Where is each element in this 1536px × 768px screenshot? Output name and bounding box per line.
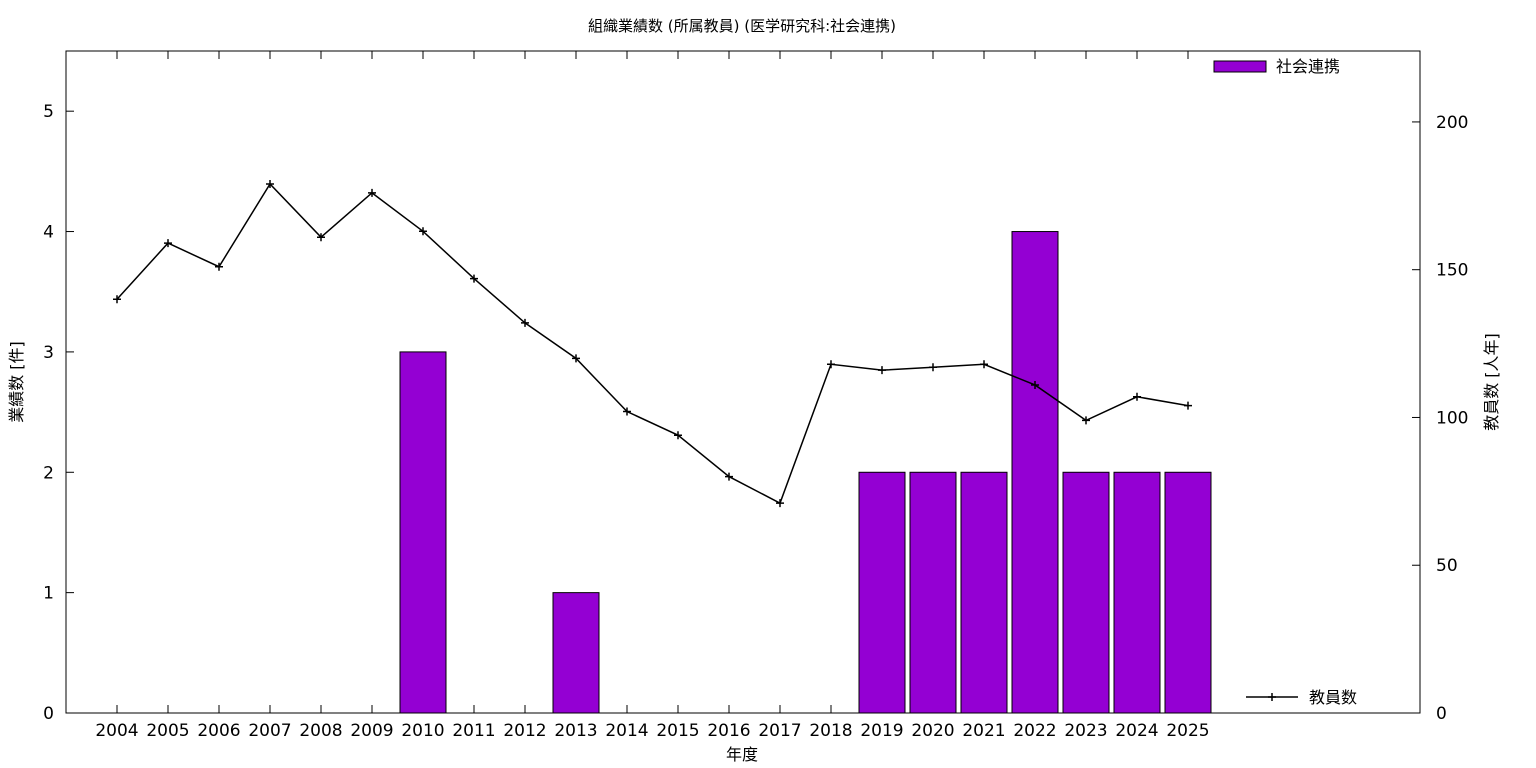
line-point	[623, 407, 631, 416]
x-tick-label: 2022	[1013, 721, 1056, 741]
line-point	[878, 366, 886, 375]
bar	[1164, 471, 1212, 714]
bar-series	[399, 231, 1212, 714]
legend-bar-swatch	[1213, 60, 1267, 73]
line-point	[419, 227, 427, 236]
x-tick-label: 2024	[1115, 721, 1158, 741]
line-point	[980, 360, 988, 369]
legend-line-label: 教員数	[1309, 688, 1357, 707]
x-tick-label: 2005	[146, 721, 189, 741]
y-tick-label: 2	[43, 463, 54, 483]
bar	[858, 471, 906, 714]
x-tick-label: 2018	[809, 721, 852, 741]
x-tick-label: 2013	[554, 721, 597, 741]
x-tick-label: 2011	[452, 721, 495, 741]
y2-tick-label: 100	[1436, 408, 1468, 428]
y-tick-label: 3	[43, 343, 54, 363]
bar	[1062, 471, 1110, 714]
line-point	[1082, 416, 1090, 425]
y2-tick-label: 200	[1436, 113, 1468, 133]
line-point	[470, 274, 478, 283]
x-tick-label: 2025	[1166, 721, 1209, 741]
x-tick-label: 2008	[299, 721, 342, 741]
line-point	[215, 262, 223, 271]
x-tick-label: 2006	[197, 721, 240, 741]
line-point	[929, 363, 937, 372]
y-tick-label: 0	[43, 704, 54, 724]
x-tick-label: 2015	[656, 721, 699, 741]
line-point	[725, 472, 733, 481]
x-tick-label: 2012	[503, 721, 546, 741]
line-point	[572, 354, 580, 363]
x-tick-label: 2021	[962, 721, 1005, 741]
bar	[1113, 471, 1161, 714]
bar	[960, 471, 1008, 714]
line-series	[113, 179, 1192, 508]
y2-tick-label: 0	[1436, 704, 1447, 724]
x-tick-label: 2007	[248, 721, 291, 741]
x-axis: 2004 2005 2006 2007 2008 2009 2010 2011 2012 2013…	[95, 51, 1210, 741]
bar	[399, 351, 447, 714]
x-tick-label: 2014	[605, 721, 648, 741]
bar	[1011, 231, 1059, 714]
legend-line-marker	[1268, 693, 1276, 701]
y-axis-right: 0 50 100 150 200	[1412, 113, 1468, 724]
line-point	[1133, 392, 1141, 401]
y2-tick-label: 50	[1436, 556, 1458, 576]
plot-frame	[65, 50, 1421, 714]
y2-tick-label: 150	[1436, 261, 1468, 281]
x-tick-label: 2010	[401, 721, 444, 741]
line-point	[1031, 380, 1039, 389]
x-tick-label: 2017	[758, 721, 801, 741]
x-tick-label: 2004	[95, 721, 138, 741]
line-point	[521, 318, 529, 327]
line-point	[164, 239, 172, 248]
line-path	[116, 182, 1189, 505]
line-point	[317, 233, 325, 242]
y2-axis-label: 教員数 [人年]	[1482, 333, 1501, 431]
y-axis-left: 0 1 2 3 4 5	[43, 102, 74, 724]
x-tick-label: 2020	[911, 721, 954, 741]
bar	[909, 471, 957, 714]
y-tick-label: 5	[43, 102, 54, 122]
bar	[552, 592, 600, 714]
line-point	[674, 431, 682, 440]
legend-bar-label: 社会連携	[1276, 57, 1340, 76]
x-tick-label: 2016	[707, 721, 750, 741]
line-point	[827, 360, 835, 369]
x-tick-label: 2009	[350, 721, 393, 741]
x-axis-label: 年度	[726, 745, 758, 764]
line-point	[368, 188, 376, 197]
line-point	[1184, 401, 1192, 410]
line-point	[776, 499, 784, 508]
x-tick-label: 2023	[1064, 721, 1107, 741]
y-axis-label: 業績数 [件]	[7, 341, 26, 423]
y-tick-label: 1	[43, 584, 54, 604]
x-tick-label: 2019	[860, 721, 903, 741]
legend-bar: 社会連携	[1213, 57, 1340, 76]
y-tick-label: 4	[43, 223, 54, 243]
legend-line: 教員数	[1246, 688, 1357, 707]
chart-title: 組織業績数 (所属教員) (医学研究科:社会連携)	[588, 17, 896, 35]
line-point	[266, 179, 274, 188]
line-point	[113, 295, 121, 304]
